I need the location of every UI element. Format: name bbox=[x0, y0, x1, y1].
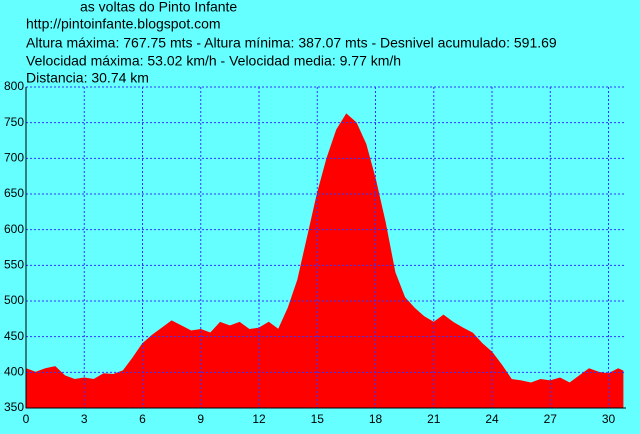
annotation: Altura máxima: 767.75 mts - Altura mínim… bbox=[26, 35, 557, 51]
x-tick-label: 6 bbox=[139, 412, 146, 426]
y-tick-label: 800 bbox=[4, 79, 24, 93]
x-tick-label: 18 bbox=[369, 412, 383, 426]
x-tick-label: 21 bbox=[427, 412, 441, 426]
x-tick-label: 3 bbox=[81, 412, 88, 426]
chart-subtitle: http://pintoinfante.blogspot.com bbox=[26, 16, 221, 32]
y-tick-label: 650 bbox=[4, 186, 24, 200]
area bbox=[25, 113, 624, 409]
x-tick-label: 30 bbox=[602, 412, 616, 426]
annotation: Distancia: 30.74 km bbox=[26, 70, 149, 86]
x-tick-label: 27 bbox=[544, 412, 558, 426]
annotation: Velocidad máxima: 53.02 km/h - Velocidad… bbox=[26, 53, 401, 69]
y-tick-label: 750 bbox=[4, 115, 24, 129]
y-tick-label: 350 bbox=[4, 400, 24, 414]
y-tick-label: 550 bbox=[4, 258, 24, 272]
x-tick-label: 12 bbox=[252, 412, 266, 426]
y-tick-label: 500 bbox=[4, 293, 24, 307]
y-tick-label: 700 bbox=[4, 151, 24, 165]
x-tick-label: 0 bbox=[23, 412, 30, 426]
chart-title: as voltas do Pinto Infante bbox=[80, 0, 237, 15]
y-tick-label: 450 bbox=[4, 329, 24, 343]
x-tick-label: 9 bbox=[197, 412, 204, 426]
y-tick-label: 400 bbox=[4, 365, 24, 379]
y-tick-label: 600 bbox=[4, 222, 24, 236]
x-tick-label: 15 bbox=[311, 412, 325, 426]
x-tick-label: 24 bbox=[485, 412, 499, 426]
